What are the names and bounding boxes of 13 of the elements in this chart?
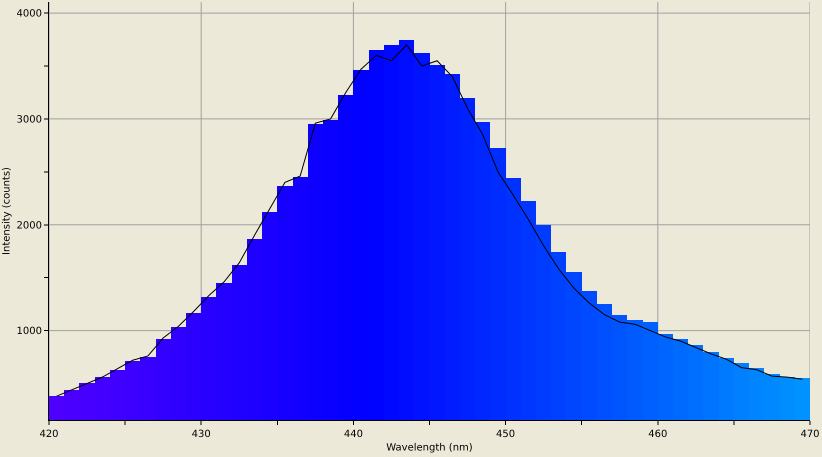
x-axis-title: Wavelength (nm) xyxy=(386,442,473,454)
x-tick-label: 450 xyxy=(496,429,516,440)
x-tick-label: 460 xyxy=(648,429,668,440)
y-tick-label: 3000 xyxy=(16,114,42,126)
y-axis-title: Intensity (counts) xyxy=(2,166,13,255)
y-tick-label: 4000 xyxy=(16,8,42,20)
line-series xyxy=(56,44,803,397)
x-tick-label: 470 xyxy=(800,429,820,440)
x-tick-label: 440 xyxy=(344,429,363,440)
y-tick-label: 2000 xyxy=(16,220,42,232)
y-tick-label: 1000 xyxy=(16,326,42,338)
x-tick-label: 430 xyxy=(192,429,211,440)
x-tick-label: 420 xyxy=(39,429,59,440)
